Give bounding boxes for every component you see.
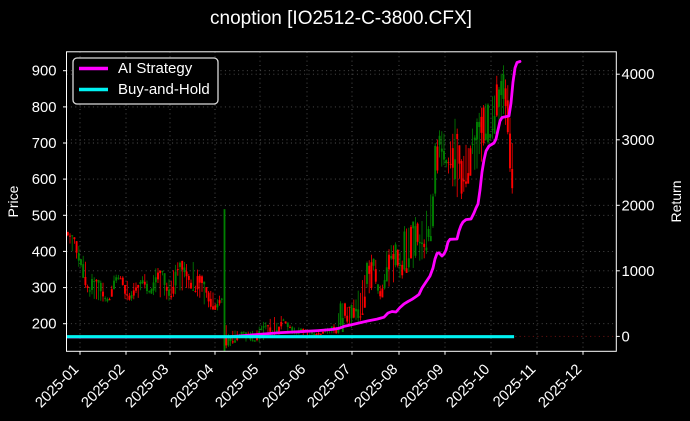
svg-text:200: 200 <box>32 317 57 333</box>
svg-text:700: 700 <box>32 136 57 152</box>
svg-text:1000: 1000 <box>622 264 655 280</box>
svg-text:2000: 2000 <box>622 198 655 214</box>
svg-text:Buy-and-Hold: Buy-and-Hold <box>118 81 210 98</box>
svg-text:AI Strategy: AI Strategy <box>118 60 193 77</box>
svg-text:300: 300 <box>32 281 57 297</box>
svg-text:800: 800 <box>32 100 57 116</box>
svg-text:0: 0 <box>622 329 630 345</box>
svg-text:900: 900 <box>32 64 57 80</box>
svg-text:3000: 3000 <box>622 133 655 149</box>
svg-text:4000: 4000 <box>622 67 655 83</box>
svg-text:500: 500 <box>32 208 57 224</box>
svg-text:Price: Price <box>5 185 21 217</box>
svg-text:cnoption [IO2512-C-3800.CFX]: cnoption [IO2512-C-3800.CFX] <box>210 8 472 29</box>
svg-text:600: 600 <box>32 172 57 188</box>
svg-text:Return: Return <box>668 180 684 222</box>
svg-text:400: 400 <box>32 244 57 260</box>
